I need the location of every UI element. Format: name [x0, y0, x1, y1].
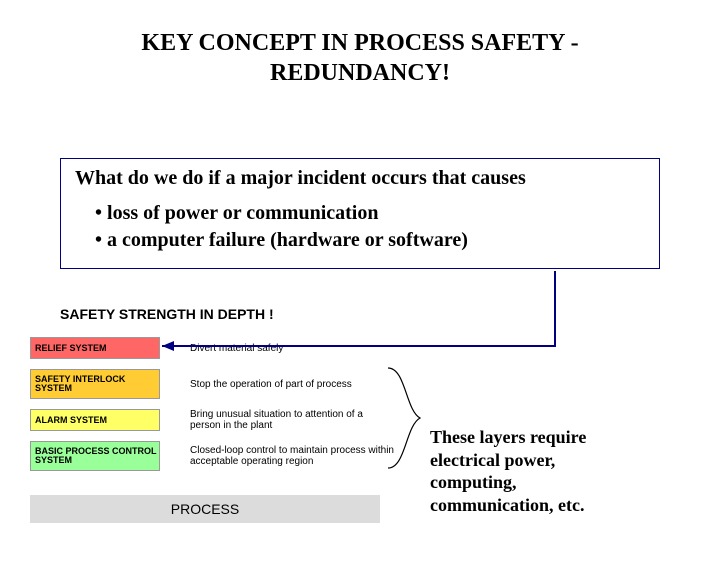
- layer-block: ALARM SYSTEM: [30, 409, 160, 431]
- layer-block: BASIC PROCESS CONTROL SYSTEM: [30, 441, 160, 471]
- question-bullets: loss of power or communication a compute…: [75, 200, 645, 254]
- layer-description: Bring unusual situation to attention of …: [190, 409, 395, 431]
- bullet-item: loss of power or communication: [95, 200, 645, 227]
- page-title: KEY CONCEPT IN PROCESS SAFETY - REDUNDAN…: [0, 28, 720, 88]
- safety-layer: SAFETY INTERLOCK SYSTEM Stop the operatio…: [30, 369, 352, 399]
- safety-layer: RELIEF SYSTEM Divert material safely: [30, 337, 283, 359]
- layer-block: RELIEF SYSTEM: [30, 337, 160, 359]
- layer-block: SAFETY INTERLOCK SYSTEM: [30, 369, 160, 399]
- layer-description: Divert material safely: [190, 343, 283, 354]
- title-line1: KEY CONCEPT IN PROCESS SAFETY -: [141, 30, 578, 56]
- layers-note: These layers require electrical power, c…: [430, 426, 635, 516]
- process-bar: PROCESS: [30, 495, 380, 523]
- question-box: What do we do if a major incident occurs…: [60, 158, 660, 269]
- layer-description: Closed-loop control to maintain process …: [190, 445, 395, 467]
- process-label: PROCESS: [171, 501, 239, 517]
- safety-layer: BASIC PROCESS CONTROL SYSTEM Closed-loop …: [30, 441, 395, 471]
- title-line2: REDUNDANCY!: [270, 60, 450, 86]
- strength-in-depth-label: SAFETY STRENGTH IN DEPTH !: [60, 306, 274, 322]
- bullet-item: a computer failure (hardware or software…: [95, 227, 645, 254]
- layer-description: Stop the operation of part of process: [190, 379, 352, 390]
- safety-layer: ALARM SYSTEM Bring unusual situation to a…: [30, 409, 395, 431]
- question-heading: What do we do if a major incident occurs…: [75, 167, 645, 190]
